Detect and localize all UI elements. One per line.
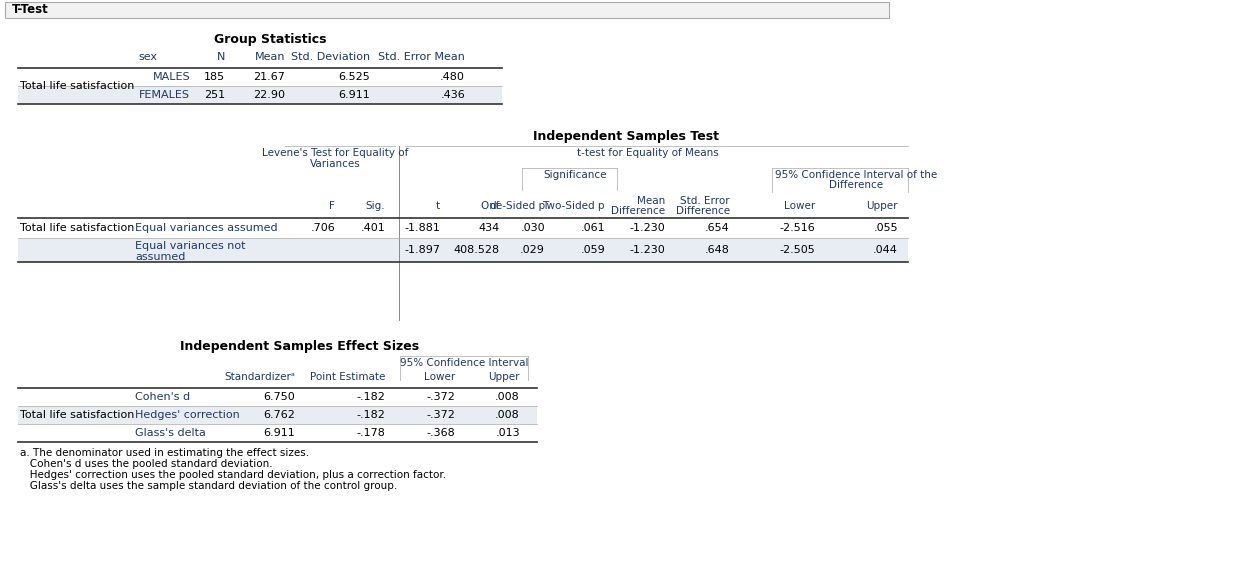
Text: -.368: -.368	[426, 428, 454, 438]
Text: -1.230: -1.230	[630, 245, 665, 255]
Text: Cohen's d: Cohen's d	[135, 392, 190, 402]
Text: Hedges' correction: Hedges' correction	[135, 410, 239, 420]
Text: .401: .401	[361, 223, 386, 233]
Text: Total life satisfaction: Total life satisfaction	[20, 81, 134, 91]
Text: N: N	[217, 52, 225, 62]
Text: Hedges' correction uses the pooled standard deviation, plus a correction factor.: Hedges' correction uses the pooled stand…	[20, 470, 446, 480]
Text: One-Sided p: One-Sided p	[481, 201, 545, 211]
Text: assumed: assumed	[135, 252, 185, 262]
Text: .008: .008	[496, 392, 520, 402]
Text: T-Test: T-Test	[13, 3, 49, 16]
Text: F: F	[329, 201, 336, 211]
Text: 6.762: 6.762	[263, 410, 295, 420]
Text: .648: .648	[705, 245, 730, 255]
Text: .030: .030	[521, 223, 545, 233]
Text: .436: .436	[441, 90, 464, 100]
Text: 6.750: 6.750	[263, 392, 295, 402]
Text: -.182: -.182	[356, 410, 386, 420]
Text: 95% Confidence Interval of the: 95% Confidence Interval of the	[775, 170, 938, 180]
Text: -2.505: -2.505	[779, 245, 815, 255]
Text: sex: sex	[139, 52, 158, 62]
Text: -1.881: -1.881	[404, 223, 439, 233]
Text: Equal variances not: Equal variances not	[135, 241, 245, 251]
Text: Variances: Variances	[309, 159, 361, 169]
Text: Cohen's d uses the pooled standard deviation.: Cohen's d uses the pooled standard devia…	[20, 459, 273, 469]
Text: -.178: -.178	[356, 428, 386, 438]
Bar	[18, 424, 537, 442]
Bar	[18, 86, 502, 104]
Bar	[5, 2, 889, 18]
Text: a. The denominator used in estimating the effect sizes.: a. The denominator used in estimating th…	[20, 448, 309, 458]
Text: .029: .029	[520, 245, 545, 255]
Bar	[18, 238, 908, 262]
Text: Upper: Upper	[866, 201, 898, 211]
Text: 434: 434	[478, 223, 500, 233]
Text: Equal variances assumed: Equal variances assumed	[135, 223, 278, 233]
Text: Sig.: Sig.	[366, 201, 386, 211]
Text: .480: .480	[441, 72, 464, 82]
Text: .044: .044	[873, 245, 898, 255]
Text: 6.525: 6.525	[338, 72, 371, 82]
Bar	[18, 406, 537, 424]
Text: df: df	[490, 201, 500, 211]
Text: Glass's delta uses the sample standard deviation of the control group.: Glass's delta uses the sample standard d…	[20, 481, 397, 491]
Text: Lower: Lower	[784, 201, 815, 211]
Text: 95% Confidence Interval: 95% Confidence Interval	[399, 358, 528, 368]
Text: -.372: -.372	[426, 392, 454, 402]
Text: 408.528: 408.528	[454, 245, 500, 255]
Text: Mean: Mean	[637, 196, 665, 206]
Text: Total life satisfaction: Total life satisfaction	[20, 223, 134, 233]
Text: 22.90: 22.90	[253, 90, 285, 100]
Text: 6.911: 6.911	[338, 90, 371, 100]
Text: Upper: Upper	[488, 372, 520, 382]
Text: Lower: Lower	[423, 372, 454, 382]
Text: 21.67: 21.67	[253, 72, 285, 82]
Text: -.372: -.372	[426, 410, 454, 420]
Text: Std. Deviation: Std. Deviation	[290, 52, 371, 62]
Text: Difference: Difference	[611, 206, 665, 216]
Text: Two-Sided p: Two-Sided p	[542, 201, 605, 211]
Text: Difference: Difference	[676, 206, 730, 216]
Text: .706: .706	[310, 223, 336, 233]
Text: 6.911: 6.911	[263, 428, 295, 438]
Text: 251: 251	[204, 90, 225, 100]
Text: Independent Samples Effect Sizes: Independent Samples Effect Sizes	[180, 340, 419, 353]
Text: 185: 185	[204, 72, 225, 82]
Text: -1.230: -1.230	[630, 223, 665, 233]
Text: Levene's Test for Equality of: Levene's Test for Equality of	[262, 148, 408, 158]
Bar	[18, 388, 537, 406]
Bar	[18, 68, 502, 86]
Text: .061: .061	[581, 223, 605, 233]
Text: MALES: MALES	[153, 72, 190, 82]
Text: .654: .654	[705, 223, 730, 233]
Text: Std. Error Mean: Std. Error Mean	[378, 52, 464, 62]
Bar	[18, 218, 908, 238]
Text: .013: .013	[496, 428, 520, 438]
Text: Independent Samples Test: Independent Samples Test	[533, 130, 719, 143]
Text: FEMALES: FEMALES	[139, 90, 190, 100]
Text: Point Estimate: Point Estimate	[309, 372, 386, 382]
Text: t-test for Equality of Means: t-test for Equality of Means	[577, 148, 719, 158]
Text: Difference: Difference	[829, 180, 883, 190]
Text: Group Statistics: Group Statistics	[214, 33, 327, 46]
Text: Standardizerᵃ: Standardizerᵃ	[224, 372, 295, 382]
Text: Total life satisfaction: Total life satisfaction	[20, 410, 134, 420]
Text: -.182: -.182	[356, 392, 386, 402]
Text: Glass's delta: Glass's delta	[135, 428, 205, 438]
Text: .059: .059	[580, 245, 605, 255]
Text: t: t	[436, 201, 439, 211]
Text: .008: .008	[496, 410, 520, 420]
Text: Mean: Mean	[254, 52, 285, 62]
Text: -2.516: -2.516	[779, 223, 815, 233]
Text: Significance: Significance	[543, 170, 607, 180]
Text: .055: .055	[874, 223, 898, 233]
Text: -1.897: -1.897	[404, 245, 439, 255]
Text: Std. Error: Std. Error	[680, 196, 730, 206]
